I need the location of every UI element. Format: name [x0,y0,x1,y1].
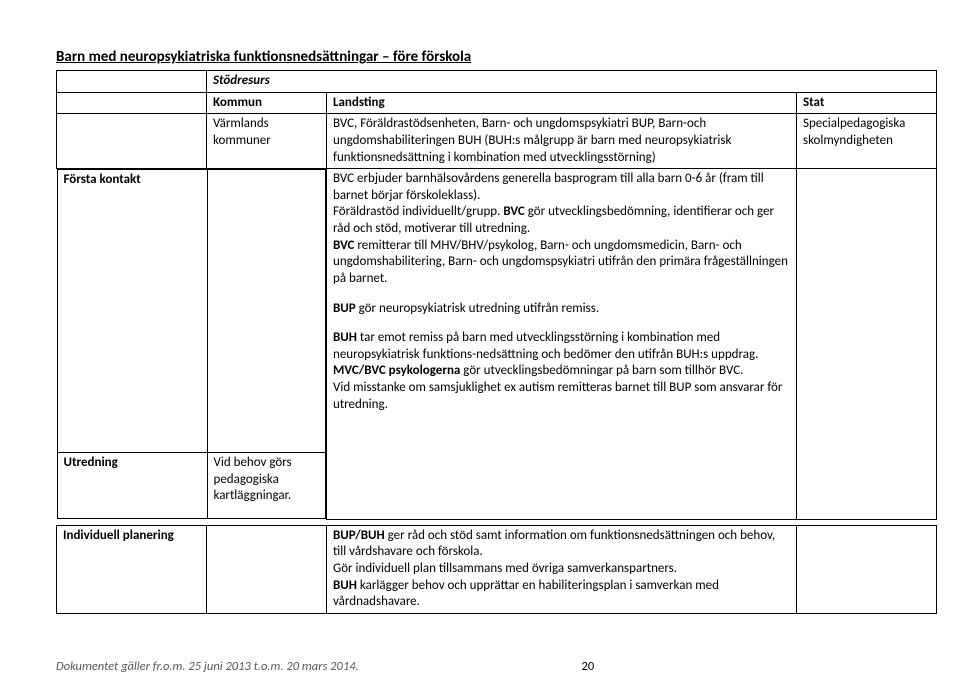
footer-text: Dokumentet gäller fr.o.m. 25 juni 2013 t… [56,659,359,674]
text: karlägger behov och upprättar en habilit… [333,578,719,610]
table-header-row: Stödresurs [57,71,937,93]
page-number: 20 [582,659,595,674]
text: BUP [333,301,359,316]
text: MVC/BVC psykologerna [333,363,460,378]
cell-individuell-label: Individuell planering [57,525,207,613]
cell-utredning-label: Utredning [58,453,207,518]
text: tar emot remiss på barn med utvecklingss… [333,330,758,362]
table-row-individuell: Individuell planering BUP/BUH ger råd oc… [57,525,937,613]
text: kommuner [213,133,271,148]
main-table: Stödresurs Kommun Landsting Stat Värmlan… [56,70,937,614]
text: BVC erbjuder barnhälsovårdens generella … [333,171,764,203]
cell-landsting-big: BVC erbjuder barnhälsovårdens generella … [327,169,797,520]
text: ger råd och stöd samt information om fun… [333,528,775,560]
text: BUH [333,578,357,593]
cell-empty [797,525,937,613]
header-landsting: Landsting [327,92,797,114]
cell-individuell-landsting: BUP/BUH ger råd och stöd samt informatio… [327,525,797,613]
text: Specialpedagogiska [803,116,905,131]
header-stat: Stat [797,92,937,114]
header-kommun: Kommun [207,92,327,114]
page-footer: Dokumentet gäller fr.o.m. 25 juni 2013 t… [56,659,904,674]
table-row-varmlands: Värmlands kommuner BVC, Föräldrastödsenh… [57,114,937,169]
text: gör utvecklingsbedömningar på barn som t… [460,363,743,378]
text: Föräldrastöd individuellt/grupp. [333,204,503,219]
text: Värmlands [213,116,269,131]
text: remitterar till MHV/BHV/psykolog, Barn- … [333,238,788,286]
stacked-left: Första kontakt Utredning [57,169,207,520]
stacked-col1: Vid behov görs pedagogiska kartläggninga… [207,169,327,520]
text: gör neuropsykiatrisk utredning utifrån r… [359,301,599,316]
header-stodresurs: Stödresurs [207,71,937,93]
cell-empty [207,525,327,613]
cell-landsting-bvc: BVC, Föräldrastödsenheten, Barn- och ung… [327,114,797,169]
text: BUH [333,330,357,345]
table-row-forsta-utredning: Första kontakt Utredning Vid behov görs … [57,169,937,520]
text: BUP/BUH [333,528,385,543]
table-subheader-row: Kommun Landsting Stat [57,92,937,114]
cell-kommun-varmlands: Värmlands kommuner [207,114,327,169]
text: Vid misstanke om samsjuklighet ex autism… [333,380,782,412]
page-title: Barn med neuropsykiatriska funktionsneds… [56,48,904,66]
text: skolmyndigheten [803,133,893,148]
cell-empty [797,169,937,520]
text: BVC [333,238,354,253]
cell-stat-spsm: Specialpedagogiska skolmyndigheten [797,114,937,169]
cell-empty [208,170,326,452]
text: Gör individuell plan tillsammans med övr… [333,561,677,576]
cell-forsta-kontakt: Första kontakt [58,170,207,452]
cell-utredning-kommun: Vid behov görs pedagogiska kartläggninga… [208,453,326,518]
text: BVC [503,204,524,219]
